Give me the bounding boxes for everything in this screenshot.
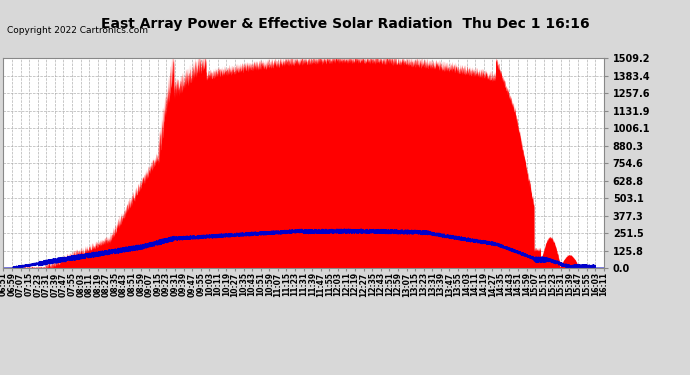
Text: East Array Power & Effective Solar Radiation  Thu Dec 1 16:16: East Array Power & Effective Solar Radia… (101, 17, 589, 31)
Legend: Radiation(Effective w/m2), East Array(DC Watts): Radiation(Effective w/m2), East Array(DC… (195, 0, 497, 2)
Text: Copyright 2022 Cartronics.com: Copyright 2022 Cartronics.com (7, 26, 148, 35)
